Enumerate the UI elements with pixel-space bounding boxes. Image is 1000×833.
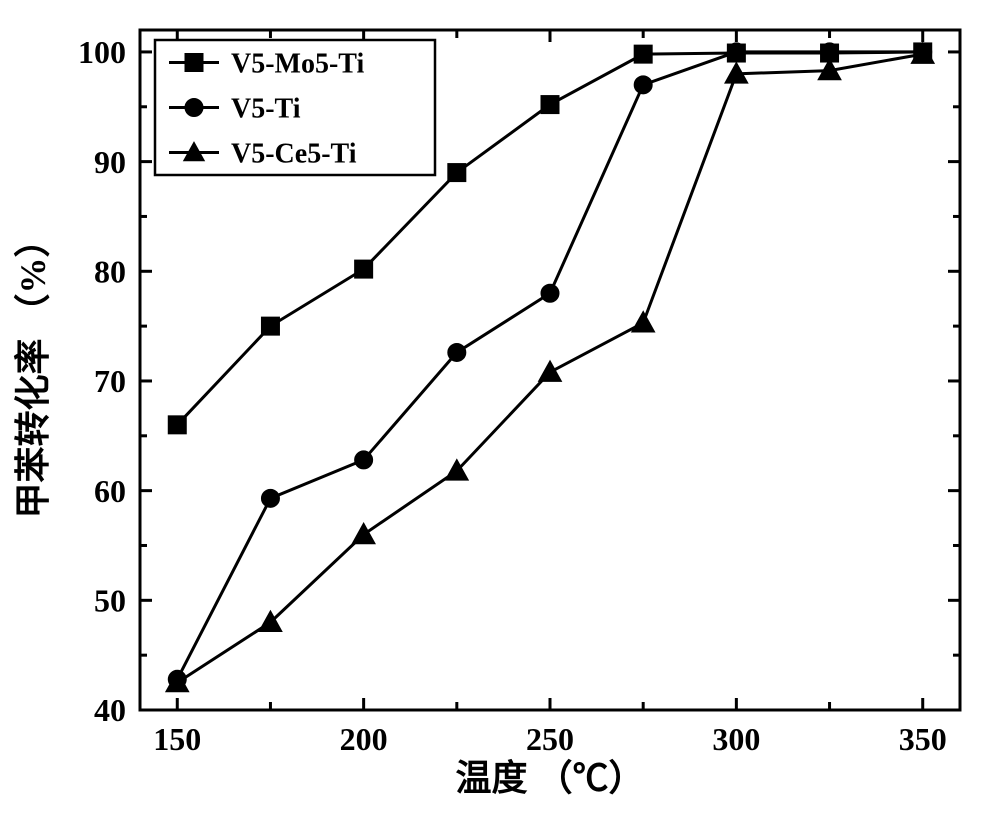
marker-square	[355, 260, 373, 278]
y-tick-label: 80	[94, 253, 126, 289]
y-tick-label: 70	[94, 363, 126, 399]
marker-square	[634, 45, 652, 63]
x-tick-label: 150	[153, 721, 201, 757]
marker-triangle	[632, 311, 655, 332]
y-axis-title: 甲苯转化率 （%）	[13, 221, 53, 518]
y-tick-label: 40	[94, 692, 126, 728]
legend-label: V5-Mo5-Ti	[231, 48, 364, 79]
y-tick-label: 50	[94, 583, 126, 619]
marker-triangle	[352, 523, 375, 544]
y-tick-label: 60	[94, 473, 126, 509]
x-axis-title: 温度 （℃）	[455, 758, 644, 798]
marker-square	[261, 317, 279, 335]
x-tick-label: 350	[899, 721, 947, 757]
y-tick-label: 100	[78, 34, 126, 70]
marker-circle	[185, 99, 203, 117]
marker-square	[541, 96, 559, 114]
legend-label: V5-Ce5-Ti	[231, 138, 357, 169]
x-tick-label: 200	[340, 721, 388, 757]
marker-circle	[541, 284, 559, 302]
chart-container: 150 200 250 300 350 40 50 60 70 80 90 100 温度 （℃） 甲苯转化…	[0, 0, 1000, 833]
y-tick-label: 90	[94, 144, 126, 180]
marker-square	[168, 416, 186, 434]
x-tick-label: 250	[526, 721, 574, 757]
marker-circle	[727, 43, 745, 61]
chart-svg: 150 200 250 300 350 40 50 60 70 80 90 100 温度 （℃） 甲苯转化…	[0, 0, 1000, 833]
marker-square	[185, 54, 203, 72]
marker-circle	[448, 343, 466, 361]
marker-square	[448, 164, 466, 182]
marker-circle	[355, 451, 373, 469]
marker-triangle	[539, 361, 562, 382]
marker-circle	[261, 489, 279, 507]
x-tick-label: 300	[712, 721, 760, 757]
marker-circle	[634, 76, 652, 94]
legend-label: V5-Ti	[231, 93, 301, 124]
